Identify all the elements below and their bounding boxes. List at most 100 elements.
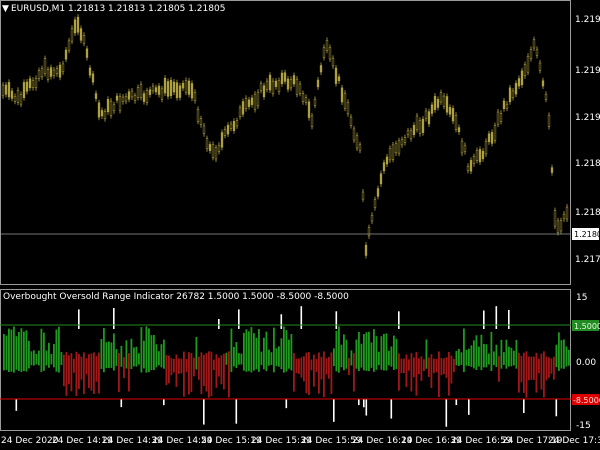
candle-body <box>271 80 275 94</box>
histogram-bar <box>75 351 78 397</box>
candle-body <box>328 47 332 60</box>
candle-body <box>301 93 305 102</box>
histogram-bar <box>353 353 355 392</box>
candle-body <box>334 67 338 84</box>
price-tick: 1.21865 <box>575 159 600 169</box>
candle-body <box>70 27 74 42</box>
candle-body <box>370 214 374 222</box>
histogram-spike <box>163 399 165 406</box>
candle-body <box>367 227 371 237</box>
histogram-bar <box>528 356 530 381</box>
candle-body <box>223 129 227 136</box>
histogram-bar <box>50 353 53 365</box>
candle-body <box>121 96 125 102</box>
histogram-spike <box>235 399 238 424</box>
candle-body <box>1 84 5 97</box>
histogram-bar <box>170 358 173 376</box>
histogram-bar <box>515 339 518 369</box>
histogram-bar <box>490 331 493 372</box>
histogram-bar <box>238 353 240 365</box>
histogram-spike <box>483 310 485 329</box>
candle-body <box>157 85 161 95</box>
histogram-bar <box>323 351 325 398</box>
oversold-badge-label: -8.5000 <box>573 396 600 405</box>
candle-body <box>178 85 182 98</box>
candle-body <box>73 19 77 34</box>
indicator-axis: 15 0.00 -15 <box>576 293 596 431</box>
histogram-bar <box>245 329 248 372</box>
histogram-bar <box>213 359 215 371</box>
histogram-bar <box>485 344 488 368</box>
histogram-spike <box>365 399 368 416</box>
histogram-bar <box>265 331 268 372</box>
histogram-bar <box>555 344 558 368</box>
histogram-bar <box>33 350 35 366</box>
candle-body <box>409 130 413 139</box>
candle-body <box>295 78 299 95</box>
histogram-bar <box>543 351 545 398</box>
candle-body <box>343 92 347 109</box>
histogram-bar <box>103 328 105 373</box>
candle-body <box>439 92 443 103</box>
time-tick: 24 Dec 16:39 <box>401 436 462 446</box>
histogram-bar <box>15 336 18 370</box>
histogram-bar <box>138 353 140 365</box>
candle-body <box>538 62 542 71</box>
histogram-spike <box>218 319 220 329</box>
price-tick: 1.21905 <box>575 113 600 123</box>
histogram-bar <box>508 346 510 367</box>
candle-body <box>154 87 158 93</box>
histogram-bar <box>313 354 315 387</box>
histogram-bar <box>220 355 223 385</box>
histogram-bar <box>20 328 23 373</box>
histogram-bar <box>398 353 400 391</box>
candle-body <box>451 108 455 122</box>
candle-body <box>430 104 434 114</box>
histogram-bar <box>525 351 528 398</box>
histogram-spike <box>300 306 303 329</box>
histogram-bar <box>158 351 160 366</box>
candle-body <box>280 72 284 84</box>
candle-body <box>139 84 143 98</box>
candle-body <box>523 64 527 77</box>
candle-body <box>127 91 131 100</box>
menu-icon[interactable]: ▼ <box>2 4 9 14</box>
histogram-bar <box>128 353 130 392</box>
histogram-bar <box>165 355 168 386</box>
histogram-bar <box>65 351 68 396</box>
candle-body <box>418 120 422 134</box>
histogram-bar <box>523 352 525 393</box>
candle-body <box>253 93 257 110</box>
candle-body <box>412 125 416 135</box>
candle-body <box>496 111 500 125</box>
histogram-bar <box>530 356 533 380</box>
histogram-bar <box>83 352 85 395</box>
histogram-bar <box>168 355 170 384</box>
histogram-bar <box>225 352 228 365</box>
histogram-bar <box>38 350 40 366</box>
candle-body <box>349 116 353 126</box>
candle-body <box>61 63 65 73</box>
histogram-bar <box>130 338 133 369</box>
histogram-bar <box>108 341 110 369</box>
candle-body <box>142 93 146 102</box>
histogram-bar <box>383 333 385 371</box>
candle-body <box>484 141 488 155</box>
candle-body <box>10 90 14 99</box>
indicator-title: Overbought Oversold Range Indicator 2678… <box>3 292 349 302</box>
histogram-bar <box>375 336 378 370</box>
candle-body <box>391 144 395 160</box>
histogram-bar <box>145 326 148 373</box>
histogram-bar <box>403 358 405 374</box>
candle-body <box>34 78 38 88</box>
histogram-bar <box>90 353 93 391</box>
histogram-bar <box>173 358 175 373</box>
candle-body <box>175 82 179 98</box>
candle-body <box>94 93 98 99</box>
candle-body <box>220 132 224 148</box>
candle-body <box>385 156 389 165</box>
histogram-spike <box>455 399 458 406</box>
candles-layer <box>1 14 569 259</box>
candle-body <box>106 99 110 113</box>
